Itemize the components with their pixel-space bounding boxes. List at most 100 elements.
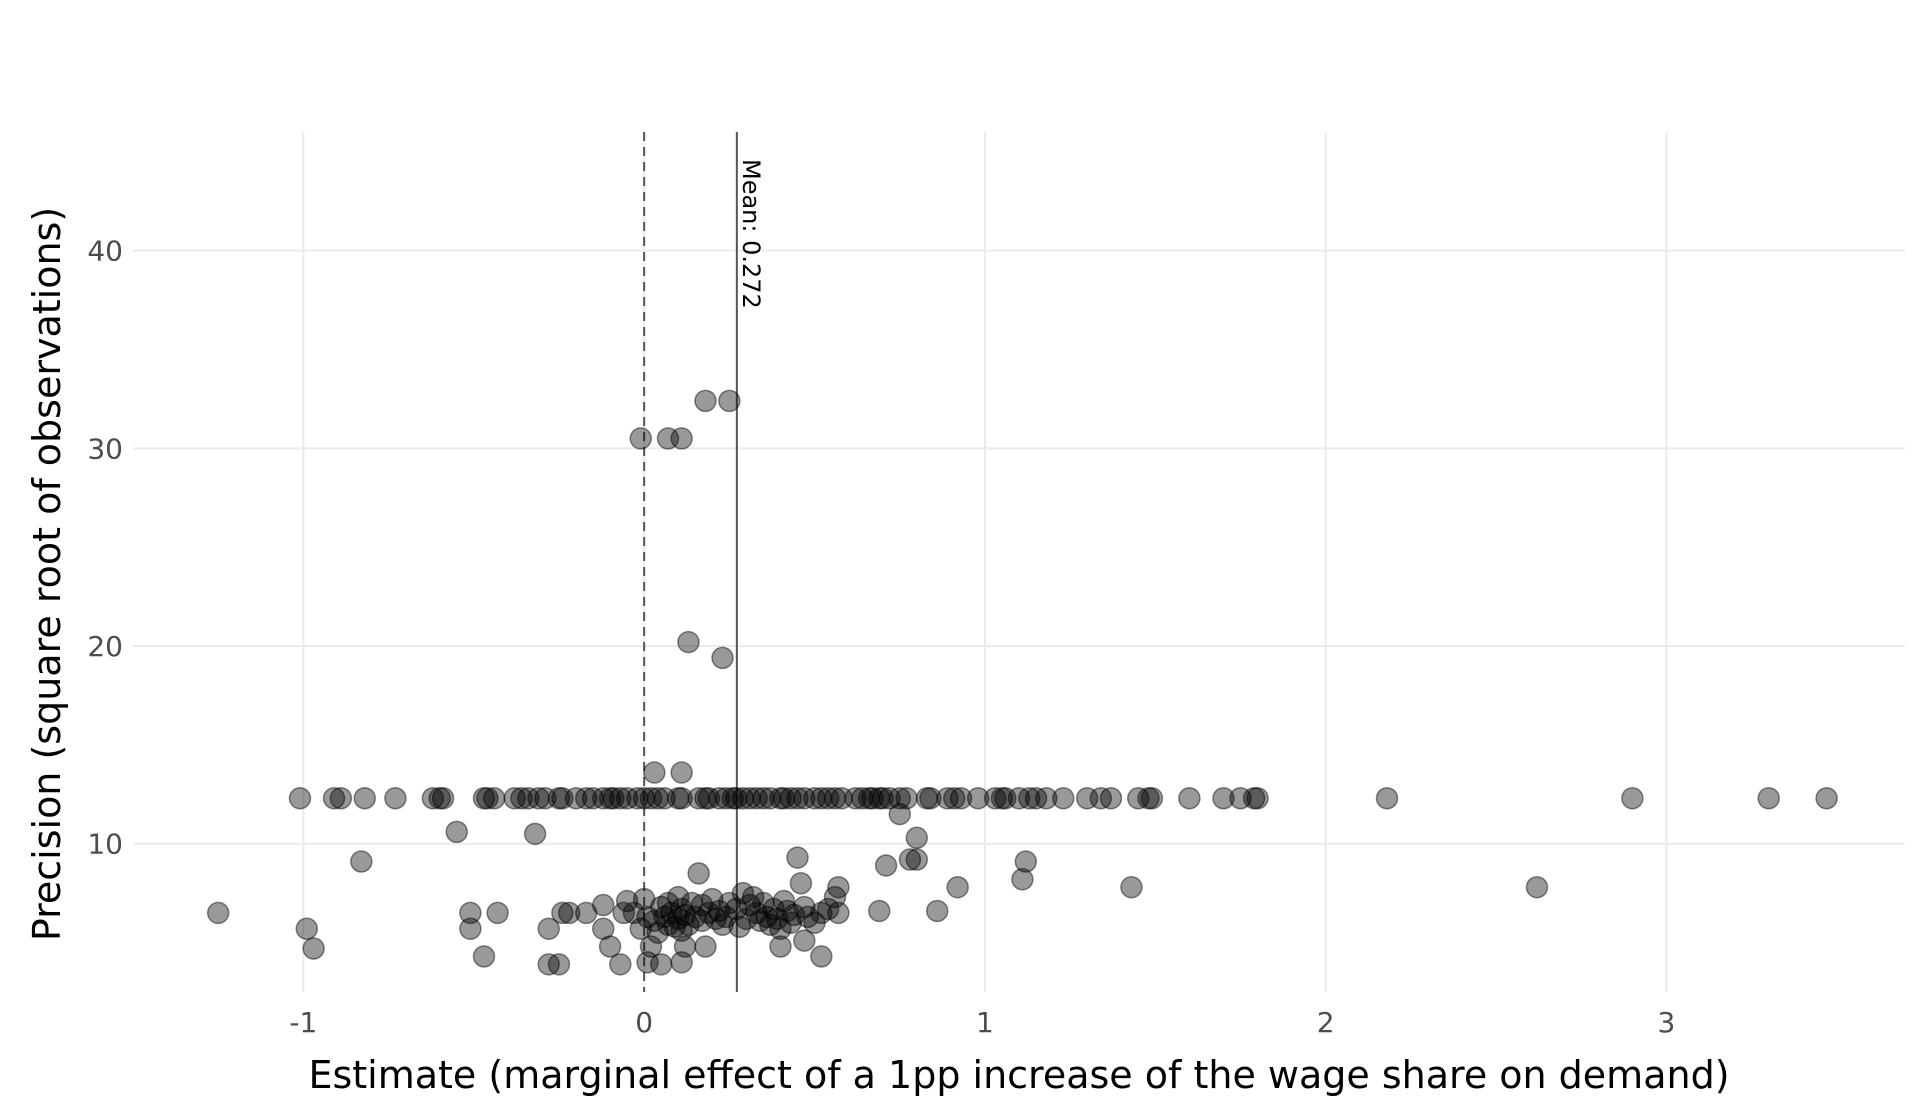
data-point	[765, 907, 789, 931]
data-point	[827, 875, 850, 899]
data-point	[905, 826, 929, 850]
tick-labels: -1 0 1 2 3 10 20 30 40	[87, 235, 1675, 1039]
data-point	[636, 951, 659, 974]
data-point	[769, 917, 792, 940]
data-point	[534, 787, 557, 810]
data-point	[547, 953, 571, 976]
data-point	[472, 945, 496, 968]
data-point	[752, 787, 775, 810]
data-point	[1815, 787, 1838, 810]
data-point	[1375, 787, 1399, 810]
data-point	[738, 787, 762, 810]
data-point	[646, 921, 670, 944]
data-point	[1140, 787, 1164, 810]
data-point	[1525, 875, 1549, 899]
y-tick-label: 10	[87, 828, 123, 861]
data-point	[888, 787, 911, 810]
data-point	[431, 787, 455, 810]
data-point	[503, 787, 526, 810]
data-point	[915, 787, 939, 810]
data-point	[878, 787, 901, 810]
y-tick-label: 30	[87, 432, 123, 465]
data-point	[428, 787, 451, 810]
data-point	[994, 787, 1017, 810]
data-point	[690, 909, 714, 933]
data-point	[574, 787, 598, 810]
data-point	[592, 893, 615, 917]
mean-annotation: Mean: 0.272	[737, 159, 765, 309]
x-tick-label: 0	[635, 1006, 653, 1039]
data-point	[1621, 787, 1644, 810]
data-point	[772, 889, 796, 913]
data-point	[1075, 787, 1099, 810]
data-point	[1246, 787, 1269, 810]
data-point	[755, 905, 779, 929]
data-point	[295, 917, 319, 940]
data-point	[649, 953, 673, 976]
data-point	[670, 761, 693, 784]
data-point	[707, 787, 731, 810]
data-point	[946, 875, 969, 899]
data-point	[769, 787, 792, 810]
data-point	[677, 630, 700, 654]
data-point	[527, 787, 550, 810]
data-point	[1007, 787, 1031, 810]
data-point	[636, 905, 659, 929]
data-point	[803, 911, 826, 935]
data-point	[547, 787, 571, 810]
data-point	[919, 787, 942, 810]
data-point	[694, 935, 717, 958]
data-point	[990, 787, 1014, 810]
data-point	[523, 822, 547, 846]
data-point	[666, 907, 690, 931]
data-point	[738, 893, 762, 917]
data-point	[673, 935, 697, 958]
data-point	[697, 787, 721, 810]
data-point	[701, 887, 724, 911]
data-point	[694, 787, 717, 810]
data-point	[564, 787, 588, 810]
data-point	[598, 935, 622, 958]
data-point	[816, 787, 840, 810]
data-point	[758, 913, 782, 937]
data-point	[684, 905, 707, 929]
data-point	[827, 901, 850, 925]
x-tick-label: 1	[976, 1006, 994, 1039]
data-point	[1011, 868, 1034, 891]
data-point	[670, 787, 693, 810]
data-point	[322, 787, 346, 810]
data-point	[670, 427, 693, 450]
data-point	[670, 897, 693, 921]
data-point	[731, 787, 755, 810]
data-point	[830, 787, 854, 810]
data-point	[643, 909, 666, 933]
data-point	[1229, 787, 1252, 810]
data-point	[748, 909, 772, 933]
data-point	[1178, 787, 1201, 810]
data-point	[810, 945, 833, 968]
data-point	[786, 787, 809, 810]
data-point	[350, 850, 373, 873]
data-point	[731, 881, 755, 905]
data-point	[857, 787, 881, 810]
data-point	[517, 787, 540, 810]
data-point	[656, 427, 680, 450]
data-point	[656, 891, 680, 915]
data-point	[670, 919, 693, 942]
data-point	[745, 787, 768, 810]
x-tick-label: 3	[1658, 1006, 1676, 1039]
data-point	[581, 787, 605, 810]
data-point	[816, 897, 840, 921]
data-point	[288, 787, 312, 810]
data-point	[724, 787, 748, 810]
data-point	[602, 787, 625, 810]
data-point	[649, 895, 673, 919]
data-point	[302, 937, 325, 960]
data-point	[598, 787, 622, 810]
data-point	[694, 389, 717, 413]
data-point	[772, 787, 796, 810]
data-point	[735, 907, 758, 931]
data-point	[810, 901, 833, 925]
data-point	[704, 907, 727, 931]
